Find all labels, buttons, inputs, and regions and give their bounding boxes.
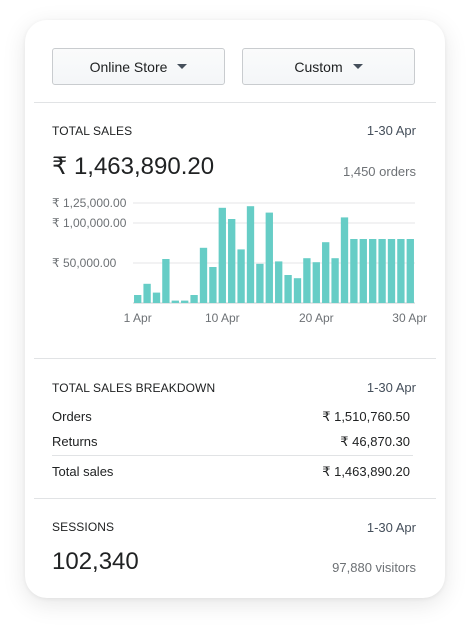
y-tick-label: ₹ 1,25,000.00 [52, 196, 127, 210]
chart-bar[interactable] [284, 275, 292, 303]
chart-bar[interactable] [134, 295, 142, 303]
analytics-card: Online Store Custom TOTAL SALES 1-30 Apr… [25, 20, 445, 598]
sessions-range: 1-30 Apr [366, 520, 416, 535]
breakdown-row-divider [52, 455, 413, 456]
chart-bar[interactable] [378, 239, 386, 303]
x-tick-label: 1 Apr [124, 311, 152, 325]
total-sales-range: 1-30 Apr [366, 123, 416, 138]
sessions-title: SESSIONS [52, 520, 115, 534]
total-sales-amount: ₹ 1,463,890.20 [52, 153, 215, 180]
chart-bar[interactable] [406, 239, 414, 303]
chart-bar[interactable] [331, 258, 339, 303]
breakdown-row-orders-value: ₹ 1,510,760.50 [322, 409, 410, 424]
breakdown-range: 1-30 Apr [366, 380, 416, 395]
chart-bar[interactable] [209, 267, 217, 303]
breakdown-row-returns-label: Returns [52, 434, 98, 449]
y-tick-label: ₹ 1,00,000.00 [52, 216, 127, 230]
sales-bar-chart: ₹ 1,25,000.00 ₹ 1,00,000.00 ₹ 50,000.00 1 … [52, 196, 427, 325]
x-tick-label: 10 Apr [205, 311, 240, 325]
chart-bar[interactable] [293, 278, 302, 303]
breakdown-title: TOTAL SALES BREAKDOWN [52, 381, 216, 395]
chart-bar[interactable] [237, 249, 245, 303]
chart-bar[interactable] [312, 262, 320, 303]
chart-bar[interactable] [246, 206, 255, 303]
divider [34, 102, 436, 103]
caret-down-icon [177, 64, 188, 69]
chart-bar[interactable] [152, 292, 161, 303]
x-tick-label: 30 Apr [392, 311, 427, 325]
sessions-visitors: 97,880 visitors [332, 560, 416, 575]
chart-bar[interactable] [265, 212, 273, 303]
chart-bar[interactable] [303, 258, 311, 303]
period-select[interactable]: Custom [242, 48, 415, 85]
breakdown-row-total-label: Total sales [52, 464, 114, 479]
x-tick-label: 20 Apr [299, 311, 334, 325]
divider [34, 498, 436, 499]
filter-bar: Online Store Custom [52, 48, 415, 85]
divider [34, 358, 436, 359]
channel-select[interactable]: Online Store [52, 48, 225, 85]
channel-select-label: Online Store [89, 58, 168, 75]
chart-bar[interactable] [171, 300, 179, 303]
caret-down-icon [352, 64, 363, 69]
chart-bar[interactable] [322, 242, 330, 303]
chart-bar[interactable] [228, 219, 236, 303]
chart-bar[interactable] [218, 207, 226, 303]
chart-bar[interactable] [369, 239, 377, 303]
chart-bar[interactable] [359, 239, 367, 303]
breakdown-row-orders-label: Orders [52, 409, 92, 424]
total-sales-orders: 1,450 orders [343, 164, 416, 179]
chart-bar[interactable] [387, 239, 396, 303]
sessions-count: 102,340 [52, 548, 139, 575]
chart-bar[interactable] [397, 239, 405, 303]
chart-bar[interactable] [143, 283, 151, 303]
chart-bar[interactable] [199, 247, 208, 303]
period-select-label: Custom [294, 58, 343, 75]
total-sales-title: TOTAL SALES [52, 124, 133, 138]
chart-bar[interactable] [256, 263, 264, 303]
chart-bar[interactable] [275, 261, 283, 303]
chart-bar[interactable] [350, 239, 358, 303]
chart-bar[interactable] [181, 300, 189, 303]
chart-bar[interactable] [340, 217, 349, 303]
y-tick-label: ₹ 50,000.00 [52, 256, 117, 270]
chart-bar[interactable] [162, 259, 170, 303]
chart-bar[interactable] [190, 295, 198, 303]
breakdown-row-total-value: ₹ 1,463,890.20 [322, 464, 410, 479]
breakdown-row-returns-value: ₹ 46,870.30 [340, 434, 410, 449]
